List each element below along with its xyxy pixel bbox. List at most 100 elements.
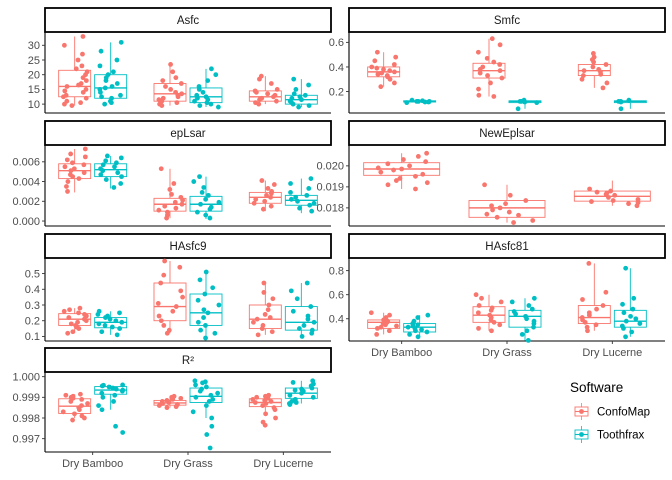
data-point [307, 202, 313, 208]
data-point [99, 94, 104, 100]
panel-strip-asfc [44, 7, 332, 33]
box-r-dry-lucerne-confomap [248, 392, 282, 428]
data-point [586, 312, 592, 318]
data-point [203, 403, 209, 408]
data-point [267, 315, 273, 320]
data-point [621, 325, 626, 331]
data-point [255, 332, 261, 338]
data-point [156, 313, 162, 319]
data-point [409, 97, 415, 103]
data-point [488, 307, 494, 313]
data-point [519, 331, 525, 337]
data-point [475, 310, 481, 316]
data-point [77, 305, 83, 311]
box-eplsar-dry-bamboo-toothfrax [94, 153, 128, 190]
panel-strip-eplsar [44, 120, 332, 146]
data-point [260, 403, 266, 408]
data-point [485, 73, 490, 78]
data-point [81, 162, 87, 168]
data-point [425, 312, 431, 318]
data-point [64, 84, 70, 89]
box-hasfc81-dry-grass-toothfrax [508, 295, 542, 343]
data-point [205, 310, 211, 316]
data-point [415, 315, 421, 320]
panel-title-eplsar: epLsar [170, 128, 205, 140]
data-point [633, 316, 639, 322]
data-point [580, 297, 585, 302]
data-point [169, 191, 174, 197]
data-point [103, 78, 109, 83]
data-point [97, 63, 103, 69]
data-point [475, 49, 481, 55]
data-point [204, 432, 210, 437]
data-point [161, 272, 167, 278]
data-point [634, 203, 640, 209]
panel-title-smfc: Smfc [494, 15, 520, 27]
data-point [273, 415, 278, 421]
data-point [423, 159, 429, 165]
data-point [209, 415, 215, 421]
data-point [99, 383, 105, 389]
data-point [626, 201, 631, 207]
data-point [64, 184, 69, 189]
data-point [302, 92, 308, 98]
data-point [100, 394, 106, 400]
data-point [529, 306, 535, 312]
box-eplsar-dry-grass-toothfrax [189, 174, 223, 221]
y-tick-label-hasfc81: 0.8 [329, 265, 344, 277]
data-point [203, 212, 209, 218]
data-point [212, 330, 218, 336]
data-point [180, 197, 186, 203]
data-point [494, 214, 500, 220]
data-point [62, 164, 68, 170]
panel-strip-hasfc9 [44, 233, 332, 259]
data-point [386, 328, 392, 334]
data-point [192, 98, 197, 104]
data-point [261, 290, 267, 295]
data-point [112, 164, 117, 170]
data-point [63, 392, 69, 398]
data-point [379, 70, 385, 76]
data-point [108, 100, 114, 106]
data-point [119, 319, 125, 325]
data-point [288, 288, 294, 294]
y-tick-label-asfc: 30 [28, 40, 40, 52]
data-point [509, 299, 515, 305]
data-point [197, 388, 203, 394]
data-point [62, 101, 67, 107]
data-point [491, 59, 497, 65]
data-point [67, 307, 72, 313]
data-point [205, 192, 211, 198]
box-iqr [613, 309, 647, 328]
data-point [294, 296, 300, 302]
data-point [82, 146, 88, 152]
data-point [369, 64, 375, 70]
legend-key-confomap: ConfoMap [573, 403, 650, 420]
data-point [503, 201, 508, 207]
box-r-dry-grass-confomap [153, 393, 187, 411]
data-point [623, 318, 629, 324]
data-point [70, 174, 76, 180]
box-asfc-dry-lucerne-toothfrax [284, 76, 318, 110]
data-point [164, 215, 170, 221]
data-point [178, 395, 184, 401]
data-point [375, 165, 381, 171]
data-point [166, 400, 172, 405]
data-point [254, 394, 260, 400]
data-point [207, 206, 213, 212]
data-point [497, 322, 503, 328]
data-point [117, 310, 122, 316]
y-tick-label-hasfc81: 0.4 [329, 314, 344, 326]
data-point [203, 384, 209, 390]
data-point [61, 42, 67, 48]
data-point [197, 103, 203, 108]
data-point [111, 185, 117, 190]
box-neweplsar-dry-bamboo-confomap [363, 150, 441, 192]
y-tick-label-asfc: 15 [28, 84, 40, 96]
data-point [257, 97, 262, 103]
data-point [80, 51, 85, 57]
data-point [393, 54, 399, 60]
data-point [473, 292, 479, 298]
data-point [172, 199, 178, 205]
box-hasfc81-dry-bamboo-confomap [367, 310, 401, 337]
